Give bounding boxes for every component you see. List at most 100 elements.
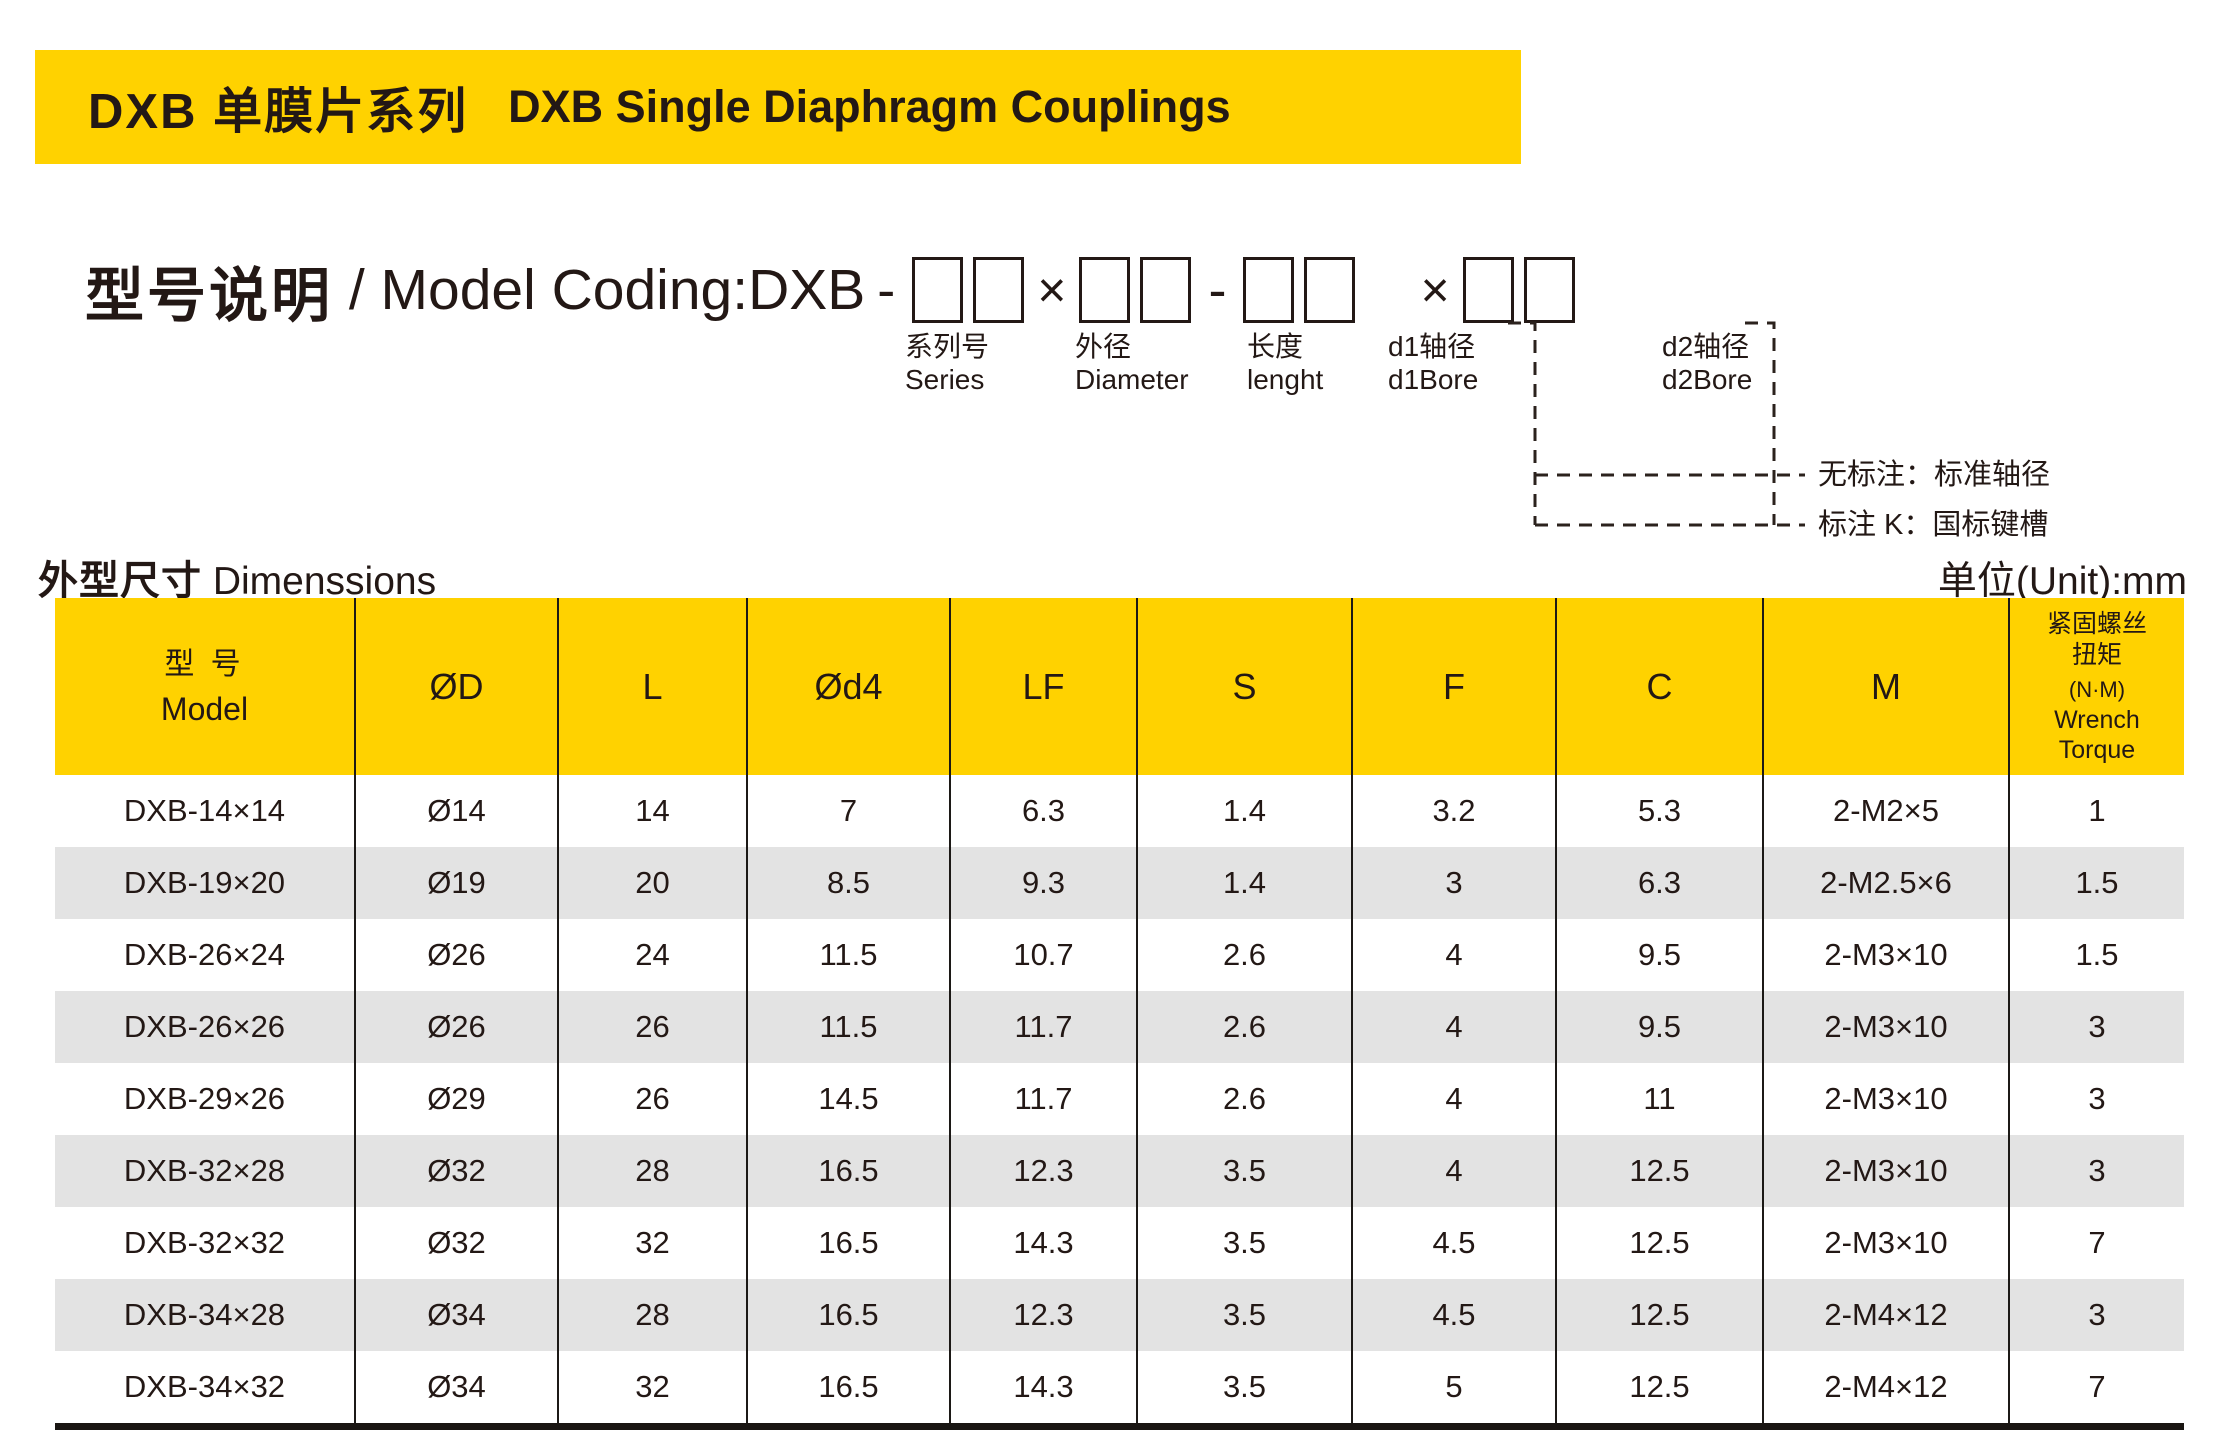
table-cell: Ø34: [354, 1351, 557, 1423]
code-box: [912, 257, 964, 323]
header-cell-lf: LF: [949, 598, 1136, 775]
model-coding-heading: 型号说明 / Model Coding: DXB - × - ×: [85, 252, 1580, 329]
table-cell: Ø32: [354, 1135, 557, 1207]
table-cell: 6.3: [1555, 847, 1762, 919]
table-cell: DXB-26×24: [123, 937, 286, 972]
table-cell: 2-M2.5×6: [1762, 847, 2008, 919]
table-cell: 4: [1351, 919, 1555, 991]
field-label-zh: d1轴径: [1388, 331, 1476, 362]
table-cell: 1.5: [2008, 919, 2184, 991]
code-box: [1462, 257, 1514, 323]
table-cell: 14: [557, 775, 746, 847]
table-cell: Ø29: [354, 1063, 557, 1135]
table-cell: 5.3: [1555, 775, 1762, 847]
table-cell: 4.5: [1351, 1279, 1555, 1351]
header-cell-model: 型 号 Model: [160, 647, 249, 727]
table-cell: 7: [746, 775, 949, 847]
header-cell-od: ØD: [354, 598, 557, 775]
code-separator: -: [877, 260, 896, 320]
code-box: [1243, 257, 1295, 323]
code-field-d1bore: d1轴径 d1Bore: [1388, 330, 1478, 396]
table-cell: 16.5: [746, 1279, 949, 1351]
header-cell-c: C: [1555, 598, 1762, 775]
table-cell: 28: [557, 1135, 746, 1207]
table-cell: 3.5: [1136, 1351, 1351, 1423]
table-cell: 20: [557, 847, 746, 919]
table-cell: 12.5: [1555, 1207, 1762, 1279]
section-title-en: Dimenssions: [202, 560, 437, 603]
header-cell-m: M: [1762, 598, 2008, 775]
table-cell: 2-M3×10: [1762, 1063, 2008, 1135]
table-cell: 28: [557, 1279, 746, 1351]
code-field-d2bore: d2轴径 d2Bore: [1662, 330, 1752, 396]
code-prefix: DXB: [748, 258, 866, 322]
table-cell: 32: [557, 1351, 746, 1423]
table-cell: 3.5: [1136, 1279, 1351, 1351]
header-cell-d4: Ød4: [746, 598, 949, 775]
code-separator: -: [1208, 260, 1227, 320]
table-cell: 14.3: [949, 1351, 1136, 1423]
table-cell: 1.4: [1136, 775, 1351, 847]
code-separator: ×: [1037, 262, 1067, 318]
table-row: DXB-32×32 Ø32 32 16.5 14.3 3.5 4.5 12.5 2-M3×10 7: [55, 1207, 2184, 1279]
table-cell: DXB-32×32: [123, 1225, 286, 1260]
table-row: DXB-19×20 Ø19 20 8.5 9.3 1.4 3 6.3 2-M2.5×6 1.5: [55, 847, 2184, 919]
table-cell: 4: [1351, 1135, 1555, 1207]
table-cell: 2-M2×5: [1762, 775, 2008, 847]
dimensions-table: 型 号 Model ØD L Ød4 LF S F C M 紧固螺丝 扭矩 (N…: [55, 598, 2184, 1430]
code-field-diameter: 外径 Diameter: [1075, 330, 1189, 396]
table-cell: 11.7: [949, 991, 1136, 1063]
table-cell: 3: [2008, 1063, 2184, 1135]
table-cell: 8.5: [746, 847, 949, 919]
dimensions-section-title: 外型尺寸 Dimenssions: [38, 548, 436, 606]
table-cell: DXB-26×26: [123, 1009, 286, 1044]
table-cell: 1: [2008, 775, 2184, 847]
table-cell: 3.5: [1136, 1207, 1351, 1279]
table-cell: 14.5: [746, 1063, 949, 1135]
table-cell: 24: [557, 919, 746, 991]
code-field-series: 系列号 Series: [905, 330, 989, 396]
table-row: DXB-34×28 Ø34 28 16.5 12.3 3.5 4.5 12.5 2-M4×12 3: [55, 1279, 2184, 1351]
table-cell: 3: [2008, 1135, 2184, 1207]
table-cell: Ø32: [354, 1207, 557, 1279]
table-cell: 2-M3×10: [1762, 991, 2008, 1063]
bore-note-standard: 无标注：标准轴径: [1818, 459, 2051, 491]
table-row: DXB-29×26 Ø29 26 14.5 11.7 2.6 4 11 2-M3×10 3: [55, 1063, 2184, 1135]
code-box-pair: [1238, 257, 1360, 323]
field-label-en: lenght: [1247, 364, 1324, 395]
header-cell-l: L: [557, 598, 746, 775]
section-title-zh: 外型尺寸: [38, 559, 202, 603]
table-cell: Ø34: [354, 1279, 557, 1351]
header-cell-s: S: [1136, 598, 1351, 775]
header-cell-torque: 紧固螺丝 扭矩 (N·M) Wrench Torque: [2008, 598, 2184, 775]
code-box: [973, 257, 1025, 323]
table-cell: 3.5: [1136, 1135, 1351, 1207]
table-cell: 12.5: [1555, 1279, 1762, 1351]
table-cell: 1.5: [2008, 847, 2184, 919]
field-label-en: Diameter: [1075, 364, 1189, 395]
field-label-zh: 外径: [1075, 331, 1132, 362]
table-cell: DXB-32×28: [123, 1153, 286, 1188]
table-cell: 11.7: [949, 1063, 1136, 1135]
bore-note-keyway: 标注 K：国标键槽: [1818, 509, 2049, 541]
table-cell: 4.5: [1351, 1207, 1555, 1279]
table-cell: 5: [1351, 1351, 1555, 1423]
table-cell: 7: [2008, 1351, 2184, 1423]
table-cell: 2-M4×12: [1762, 1351, 2008, 1423]
table-cell: 2.6: [1136, 991, 1351, 1063]
table-cell: 12.3: [949, 1279, 1136, 1351]
table-cell: DXB-29×26: [123, 1081, 286, 1116]
banner-title-zh: DXB 单膜片系列: [88, 84, 469, 139]
table-cell: 26: [557, 991, 746, 1063]
header-cell-f: F: [1351, 598, 1555, 775]
table-cell: Ø26: [354, 919, 557, 991]
model-coding-title-zh: 型号说明: [85, 262, 334, 329]
code-box: [1140, 257, 1192, 323]
table-cell: Ø19: [354, 847, 557, 919]
model-coding-title-en: / Model Coding:: [333, 258, 749, 322]
code-box-pair: [1074, 257, 1196, 323]
table-cell: 16.5: [746, 1135, 949, 1207]
unit-label: 单位(Unit):mm: [1937, 560, 2187, 603]
table-cell: 6.3: [949, 775, 1136, 847]
